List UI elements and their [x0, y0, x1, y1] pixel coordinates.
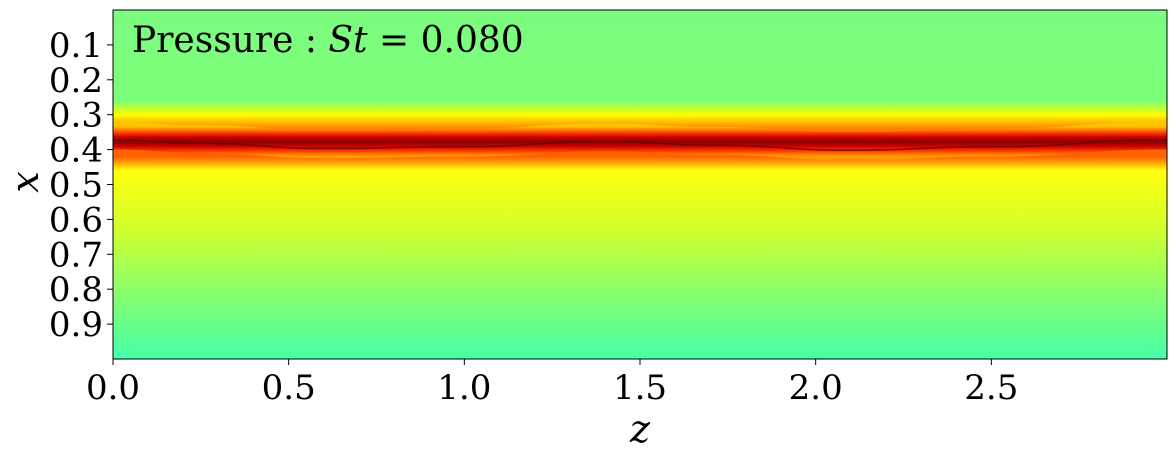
chart-title: Pressure : St = 0.080	[132, 20, 524, 61]
title-prefix: Pressure :	[132, 20, 328, 61]
x-tick-label: 0.0	[86, 368, 140, 408]
x-tick-label: 0.5	[262, 368, 316, 408]
heatmap-background	[113, 10, 1167, 359]
x-tick-label: 2.0	[789, 368, 843, 408]
y-axis-label: x	[3, 171, 47, 192]
y-axis: 0.10.20.30.40.50.60.70.80.9	[49, 26, 113, 345]
title-variable: St	[328, 20, 368, 61]
x-tick-label: 1.0	[437, 368, 491, 408]
x-axis: 0.0 0.5 1.0 1.5 2.0 2.5	[86, 359, 1018, 408]
x-tick-label: 1.5	[613, 368, 667, 408]
x-tick-label: 2.5	[964, 368, 1018, 408]
title-value: = 0.080	[368, 20, 524, 61]
x-axis-label: z	[629, 407, 651, 451]
y-tick-label: 0.9	[49, 305, 103, 345]
